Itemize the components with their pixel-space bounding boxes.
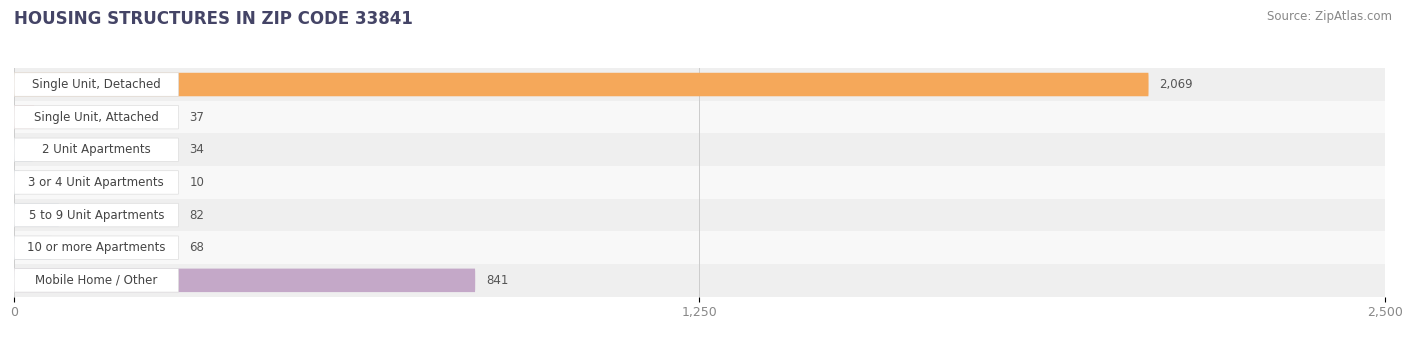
FancyBboxPatch shape [14,269,475,292]
FancyBboxPatch shape [14,236,52,260]
Bar [14,68,1385,101]
Text: 82: 82 [190,209,204,222]
Bar [14,264,1385,297]
FancyBboxPatch shape [14,203,179,227]
Text: Single Unit, Attached: Single Unit, Attached [34,111,159,124]
Bar [14,133,1385,166]
Text: Source: ZipAtlas.com: Source: ZipAtlas.com [1267,10,1392,23]
FancyBboxPatch shape [14,138,32,162]
FancyBboxPatch shape [14,236,179,260]
FancyBboxPatch shape [14,171,20,194]
Bar [14,101,1385,133]
FancyBboxPatch shape [14,269,179,292]
FancyBboxPatch shape [14,171,179,194]
Text: 2,069: 2,069 [1160,78,1194,91]
FancyBboxPatch shape [14,73,1149,96]
Text: 10 or more Apartments: 10 or more Apartments [27,241,166,254]
Text: 5 to 9 Unit Apartments: 5 to 9 Unit Apartments [28,209,165,222]
Text: 841: 841 [486,274,509,287]
Bar [14,166,1385,199]
FancyBboxPatch shape [14,138,179,162]
Text: HOUSING STRUCTURES IN ZIP CODE 33841: HOUSING STRUCTURES IN ZIP CODE 33841 [14,10,413,28]
Text: 34: 34 [190,143,204,156]
Text: Single Unit, Detached: Single Unit, Detached [32,78,160,91]
Text: 10: 10 [190,176,204,189]
Bar [14,199,1385,232]
Text: 68: 68 [190,241,204,254]
Text: 37: 37 [190,111,204,124]
FancyBboxPatch shape [14,203,59,227]
Text: Mobile Home / Other: Mobile Home / Other [35,274,157,287]
Text: 3 or 4 Unit Apartments: 3 or 4 Unit Apartments [28,176,165,189]
FancyBboxPatch shape [14,73,179,96]
FancyBboxPatch shape [14,105,179,129]
Bar [14,232,1385,264]
Text: 2 Unit Apartments: 2 Unit Apartments [42,143,150,156]
FancyBboxPatch shape [14,105,34,129]
